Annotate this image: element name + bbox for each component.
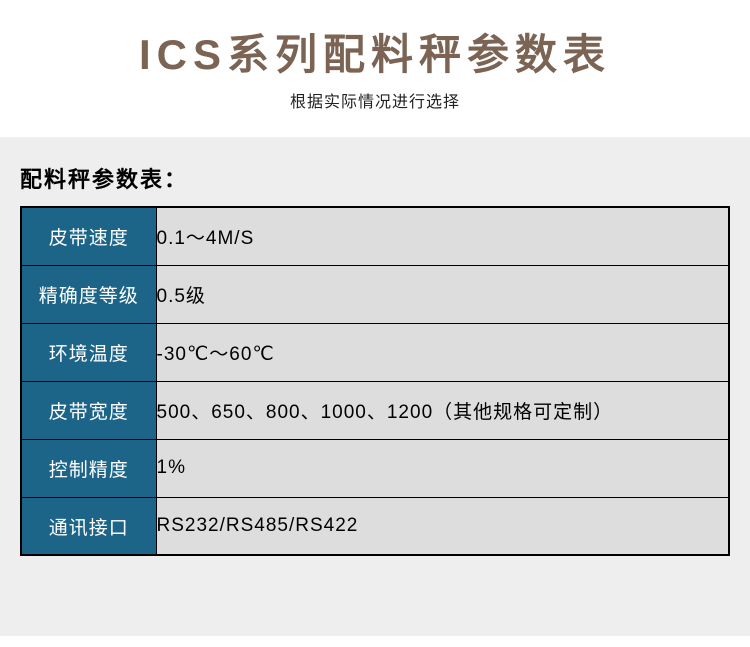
- subtitle: 根据实际情况进行选择: [0, 88, 750, 112]
- table-row: 环境温度 -30℃～60℃: [21, 323, 729, 381]
- label-cell: 精确度等级: [21, 265, 156, 323]
- content-area: 配料秤参数表： 皮带速度 0.1～4M/S 精确度等级 0.5级 环境温度 -3…: [0, 137, 750, 636]
- value-cell: 500、650、800、1000、1200（其他规格可定制）: [156, 381, 729, 439]
- value-cell: -30℃～60℃: [156, 323, 729, 381]
- label-cell: 皮带宽度: [21, 381, 156, 439]
- value-cell: 0.1～4M/S: [156, 207, 729, 265]
- table-row: 控制精度 1%: [21, 439, 729, 497]
- main-title: ICS系列配料秤参数表: [0, 30, 750, 80]
- value-cell: 0.5级: [156, 265, 729, 323]
- value-cell: RS232/RS485/RS422: [156, 497, 729, 555]
- table-row: 通讯接口 RS232/RS485/RS422: [21, 497, 729, 555]
- table-row: 皮带速度 0.1～4M/S: [21, 207, 729, 265]
- table-row: 皮带宽度 500、650、800、1000、1200（其他规格可定制）: [21, 381, 729, 439]
- value-cell: 1%: [156, 439, 729, 497]
- label-cell: 环境温度: [21, 323, 156, 381]
- header: ICS系列配料秤参数表 根据实际情况进行选择: [0, 0, 750, 137]
- label-cell: 皮带速度: [21, 207, 156, 265]
- label-cell: 通讯接口: [21, 497, 156, 555]
- spec-table: 皮带速度 0.1～4M/S 精确度等级 0.5级 环境温度 -30℃～60℃ 皮…: [20, 206, 730, 556]
- label-cell: 控制精度: [21, 439, 156, 497]
- table-row: 精确度等级 0.5级: [21, 265, 729, 323]
- section-title: 配料秤参数表：: [20, 162, 730, 194]
